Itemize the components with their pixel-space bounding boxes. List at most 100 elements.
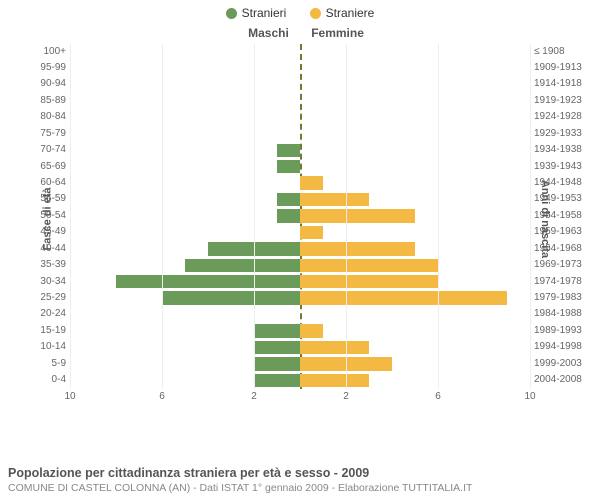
bar-male [277,209,300,222]
age-label: 15-19 [22,323,66,339]
legend-label-male: Stranieri [242,6,287,20]
x-tick: 6 [435,391,441,402]
age-label: 75-79 [22,126,66,142]
x-tick: 2 [343,391,349,402]
legend-item-male: Stranieri [226,6,287,20]
legend-label-female: Straniere [326,6,375,20]
birth-label: 1964-1968 [534,241,588,257]
age-label: 85-89 [22,93,66,109]
birth-label: 2004-2008 [534,372,588,388]
birth-label: 1999-2003 [534,356,588,372]
bar-female [300,341,369,354]
legend-swatch-female [310,8,321,19]
birth-label: 1989-1993 [534,323,588,339]
x-tick: 10 [64,391,75,402]
chart-row: 0-42004-2008 [70,372,530,388]
age-label: 30-34 [22,274,66,290]
birth-label: 1929-1933 [534,126,588,142]
bar-male [162,291,300,304]
birth-label: 1909-1913 [534,60,588,76]
chart-row: 20-241984-1988 [70,306,530,322]
chart-row: 45-491959-1963 [70,224,530,240]
age-label: 0-4 [22,372,66,388]
bar-male [254,341,300,354]
bar-male [116,275,300,288]
bar-female [300,324,323,337]
chart-row: 70-741934-1938 [70,142,530,158]
footer-title: Popolazione per cittadinanza straniera p… [8,466,592,480]
bar-male [277,144,300,157]
age-label: 100+ [22,44,66,60]
birth-label: 1994-1998 [534,339,588,355]
age-label: 95-99 [22,60,66,76]
chart-container: Stranieri Straniere Maschi Femmine Fasce… [0,0,600,500]
birth-label: ≤ 1908 [534,44,588,60]
age-label: 70-74 [22,142,66,158]
birth-label: 1934-1938 [534,142,588,158]
chart-row: 15-191989-1993 [70,323,530,339]
birth-label: 1954-1958 [534,208,588,224]
chart-row: 65-691939-1943 [70,159,530,175]
chart-row: 100+≤ 1908 [70,44,530,60]
age-label: 50-54 [22,208,66,224]
birth-label: 1944-1948 [534,175,588,191]
chart-row: 80-841924-1928 [70,109,530,125]
chart-row: 90-941914-1918 [70,76,530,92]
bar-male [185,259,300,272]
age-label: 40-44 [22,241,66,257]
legend-swatch-male [226,8,237,19]
plot-area: 100+≤ 190895-991909-191390-941914-191885… [70,44,530,389]
birth-label: 1939-1943 [534,159,588,175]
birth-label: 1924-1928 [534,109,588,125]
birth-label: 1979-1983 [534,290,588,306]
legend: Stranieri Straniere [0,0,600,22]
footer-subtitle: COMUNE DI CASTEL COLONNA (AN) - Dati IST… [8,482,592,494]
birth-label: 1949-1953 [534,191,588,207]
birth-label: 1919-1923 [534,93,588,109]
footer: Popolazione per cittadinanza straniera p… [8,466,592,494]
age-label: 5-9 [22,356,66,372]
bar-female [300,259,438,272]
x-axis: 10622610 [70,391,530,409]
birth-label: 1974-1978 [534,274,588,290]
chart-row: 60-641944-1948 [70,175,530,191]
legend-item-female: Straniere [310,6,375,20]
birth-label: 1959-1963 [534,224,588,240]
chart-area: Maschi Femmine Fasce di età Anni di nasc… [20,22,580,417]
chart-row: 55-591949-1953 [70,191,530,207]
birth-label: 1984-1988 [534,306,588,322]
bar-female [300,209,415,222]
x-tick: 6 [159,391,165,402]
x-tick: 2 [251,391,257,402]
bar-female [300,291,507,304]
age-label: 80-84 [22,109,66,125]
chart-row: 40-441964-1968 [70,241,530,257]
grid-line [162,44,163,389]
bar-male [254,324,300,337]
chart-row: 30-341974-1978 [70,274,530,290]
grid-line [70,44,71,389]
chart-row: 85-891919-1923 [70,93,530,109]
age-label: 20-24 [22,306,66,322]
birth-label: 1969-1973 [534,257,588,273]
chart-row: 35-391969-1973 [70,257,530,273]
bar-female [300,176,323,189]
bar-female [300,242,415,255]
grid-line [346,44,347,389]
chart-row: 25-291979-1983 [70,290,530,306]
grid-line [438,44,439,389]
side-title-male: Maschi [248,26,289,40]
bar-female [300,193,369,206]
age-label: 55-59 [22,191,66,207]
chart-row: 5-91999-2003 [70,356,530,372]
chart-row: 75-791929-1933 [70,126,530,142]
bar-male [277,193,300,206]
age-label: 10-14 [22,339,66,355]
age-label: 35-39 [22,257,66,273]
age-label: 65-69 [22,159,66,175]
chart-row: 10-141994-1998 [70,339,530,355]
bar-female [300,275,438,288]
bar-male [277,160,300,173]
x-tick: 10 [524,391,535,402]
age-label: 25-29 [22,290,66,306]
